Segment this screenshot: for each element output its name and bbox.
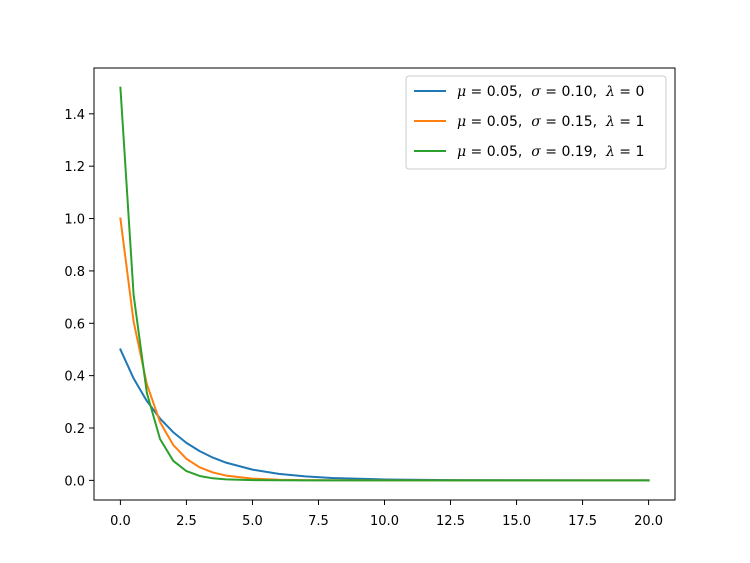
- legend-label-series-3-mu: μ: [457, 144, 466, 160]
- legend-label-series-2-sigma: σ: [531, 114, 541, 130]
- x-tick-label: 17.5: [568, 514, 597, 529]
- y-tick-label: 0.8: [64, 265, 85, 280]
- x-tick-label: 7.5: [308, 514, 329, 529]
- x-tick-label: 20.0: [634, 514, 663, 529]
- series-line-2: [119, 217, 650, 482]
- legend-label-series-1-lambda-value: = 0: [615, 84, 645, 100]
- legend-label-series-3-lambda: λ: [605, 144, 615, 160]
- legend-label-series-1-sigma-value: = 0.10,: [541, 84, 606, 100]
- legend-label-series-2-mu: μ: [457, 114, 466, 130]
- x-axis: 0.0 2.5 5.0 7.5 10.0 12.5 15.0 17.5 20.0: [110, 500, 663, 529]
- y-tick-label: 0.0: [64, 474, 85, 489]
- legend-label-series-2-lambda-value: = 1: [615, 114, 645, 130]
- x-tick-label: 5.0: [242, 514, 263, 529]
- legend-label-series-3-sigma: σ: [531, 144, 541, 160]
- legend-label-series-1-lambda: λ: [605, 84, 615, 100]
- series-line-1: [119, 348, 650, 482]
- y-tick-label: 1.4: [64, 108, 85, 123]
- legend-label-series-2: μ = 0.05, σ = 0.15, λ = 1: [457, 114, 644, 130]
- legend-label-series-3: μ = 0.05, σ = 0.19, λ = 1: [457, 144, 644, 160]
- y-tick-label: 0.2: [64, 422, 85, 437]
- legend-label-series-1-mu-value: = 0.05,: [466, 84, 531, 100]
- legend-label-series-1: μ = 0.05, σ = 0.10, λ = 0: [457, 84, 644, 100]
- legend-label-series-3-lambda-value: = 1: [615, 144, 645, 160]
- x-tick-label: 0.0: [110, 514, 131, 529]
- x-tick-label: 12.5: [436, 514, 465, 529]
- legend-label-series-2-lambda: λ: [605, 114, 615, 130]
- legend-label-series-3-mu-value: = 0.05,: [466, 144, 531, 160]
- y-tick-label: 1.0: [64, 213, 85, 228]
- legend-label-series-1-mu: μ: [457, 84, 466, 100]
- plot-lines: [119, 86, 650, 482]
- legend-box: [405, 75, 667, 170]
- x-tick-label: 2.5: [176, 514, 197, 529]
- x-tick-label: 10.0: [370, 514, 399, 529]
- legend-label-series-3-sigma-value: = 0.19,: [541, 144, 606, 160]
- legend-label-series-1-sigma: σ: [531, 84, 541, 100]
- y-tick-label: 1.2: [64, 160, 85, 175]
- y-tick-label: 0.4: [64, 370, 85, 385]
- legend-label-series-2-sigma-value: = 0.15,: [541, 114, 606, 130]
- x-tick-label: 15.0: [502, 514, 531, 529]
- legend-label-series-2-mu-value: = 0.05,: [466, 114, 531, 130]
- legend: μ = 0.05, σ = 0.10, λ = 0 μ = 0.05, σ = …: [405, 75, 667, 170]
- y-axis: 0.0 0.2 0.4 0.6 0.8 1.0 1.2 1.4: [64, 108, 94, 489]
- y-tick-label: 0.6: [64, 317, 85, 332]
- series-line-3: [119, 86, 650, 482]
